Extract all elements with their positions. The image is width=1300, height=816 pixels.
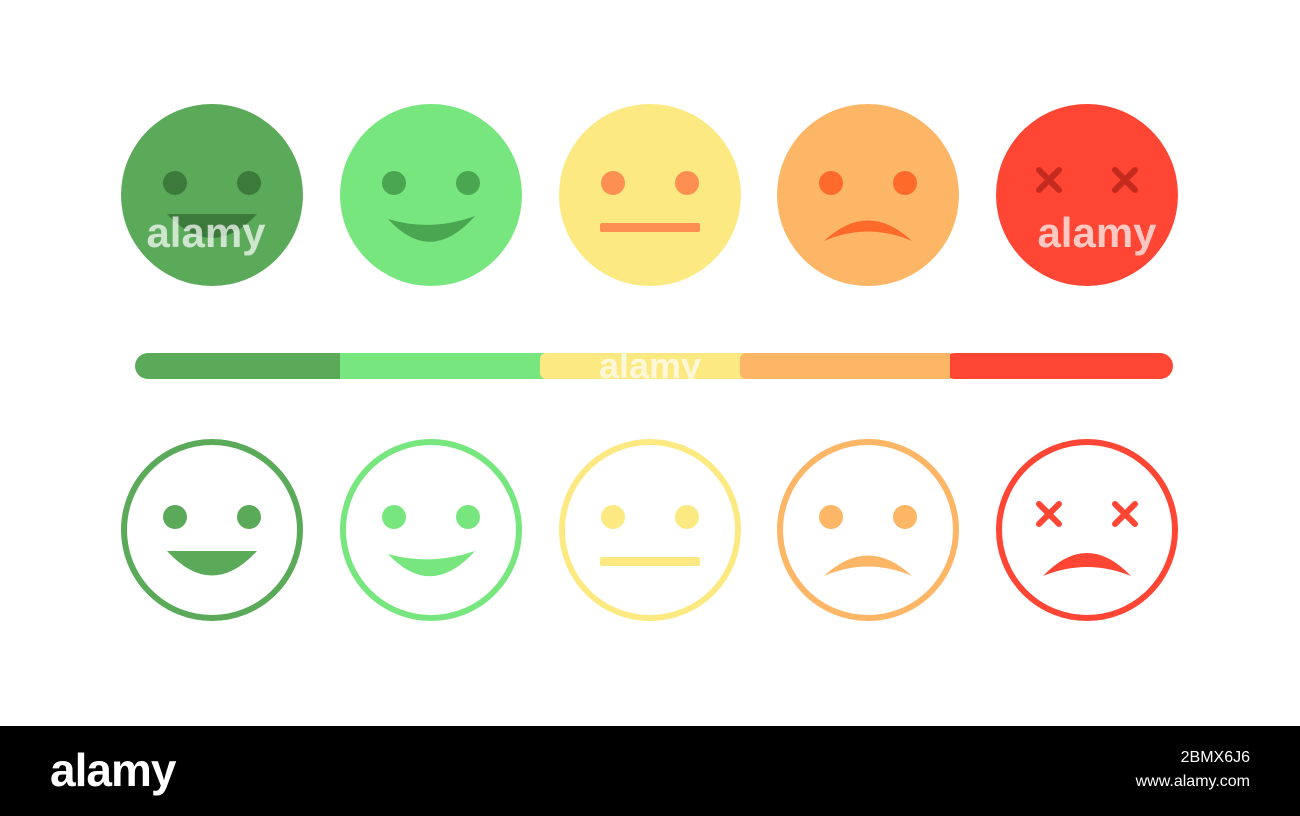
watermark-mark: alamy [599,345,701,386]
emoji-rating-graphic: alamy alamy alamy [121,104,1178,621]
left-eye [601,171,625,195]
face-outline [559,439,741,621]
left-x-eye [1036,167,1062,193]
left-eye [382,171,406,195]
right-eye [675,505,699,529]
frown-mouth [1043,553,1131,576]
left-x-eye [1036,501,1062,527]
filled-face-very-sad [996,104,1178,286]
face-circle [559,104,741,286]
scale-segment-happy [340,353,545,379]
face-circle [777,104,959,286]
left-eye [601,505,625,529]
right-eye [237,505,261,529]
left-eye [163,505,187,529]
face-circle [996,104,1178,286]
watermark-logo: alamy [50,744,176,796]
right-eye [456,505,480,529]
outline-face-very-sad [996,439,1178,621]
filled-face-neutral [559,104,741,286]
rating-scale-illustration: alamy alamy alamy [121,104,1178,621]
face-outline [340,439,522,621]
scale-segment-neutral [545,353,747,379]
smile-mouth [388,551,475,577]
big-smile-mouth [167,551,257,576]
rating-scale-bar [135,353,1173,379]
right-eye [456,171,480,195]
outline-face-very-happy [121,439,303,621]
watermark-overlay: alamy alamy alamy [146,209,1157,386]
watermark-mark: alamy [1037,209,1157,256]
outline-face-neutral [559,439,741,621]
left-eye [819,171,843,195]
big-smile-mouth [167,214,257,238]
outline-face-happy [340,439,522,621]
face-outline [996,439,1178,621]
scale-segment-sad [747,353,950,379]
filled-face-sad [777,104,959,286]
watermark-url: www.alamy.com [1135,773,1250,790]
face-outline [121,439,303,621]
straight-mouth [600,557,700,566]
filled-face-very-happy [121,104,303,286]
left-eye [382,505,406,529]
left-eye [819,505,843,529]
frown-mouth [824,555,912,576]
right-eye [675,171,699,195]
right-x-eye [1112,167,1138,193]
watermark-mark: alamy [146,209,266,256]
left-eye [163,171,187,195]
watermark-footer-bar: alamy 2BMX6J6 www.alamy.com [0,726,1300,816]
right-eye [237,171,261,195]
face-outline [777,439,959,621]
right-x-eye [1112,501,1138,527]
outline-face-sad [777,439,959,621]
right-eye [893,505,917,529]
smile-mouth [388,216,475,242]
face-circle [340,104,522,286]
right-eye [893,171,917,195]
frown-mouth [824,220,912,241]
face-circle [121,104,303,286]
image-id: 2BMX6J6 [1180,749,1250,766]
straight-mouth [600,223,700,232]
filled-face-happy [340,104,522,286]
